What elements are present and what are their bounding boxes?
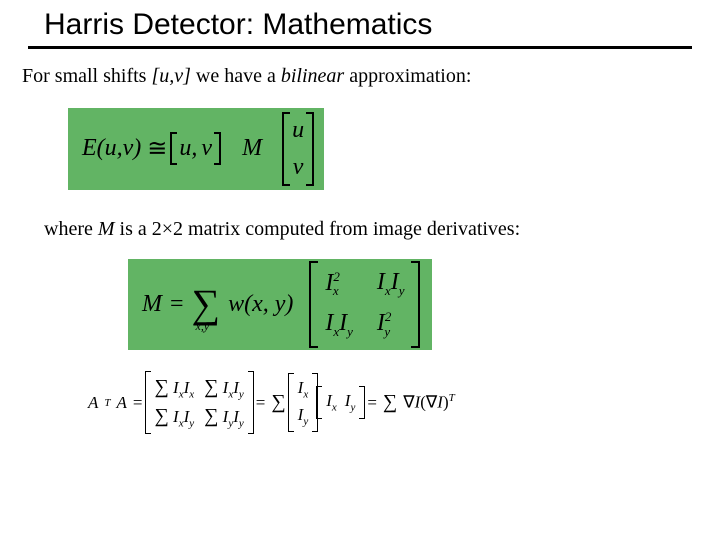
c2s: y (303, 415, 308, 427)
eq2-sigma: ∑ x,y (192, 292, 221, 316)
eq2-eq: = (170, 291, 184, 318)
m22sub: y (384, 324, 390, 339)
l2-pre: where (44, 218, 98, 240)
eq1-cv: v (293, 153, 304, 182)
l1-uv: [u,v] (151, 65, 190, 87)
l1-pre: For small shifts (22, 65, 151, 87)
m11: I2x (325, 269, 353, 300)
eq1-row-vector: u, v (173, 135, 218, 162)
l1-post: approximation: (344, 65, 471, 87)
m22sup: 2 (385, 309, 392, 324)
s21cs: y (189, 417, 194, 429)
nab2: ∇ (426, 393, 437, 412)
eq3-grad: ∇I(∇I)T (403, 392, 455, 413)
eq1-approx: ≅ (147, 134, 167, 163)
intro-line-1: For small shifts [u,v] we have a bilinea… (22, 65, 692, 88)
eq2-M: M (142, 291, 162, 318)
eq3-eq2: = (256, 393, 266, 413)
m21b: I (339, 310, 347, 336)
equation-2: M = ∑ x,y w(x, y) I2x IxIy IxIy I2y (142, 265, 414, 345)
eq3-A2: A (117, 393, 127, 413)
r2: Iy (345, 391, 356, 413)
r2s: y (350, 402, 355, 414)
eq1-M: M (242, 135, 262, 162)
m12a: I (377, 269, 385, 295)
eq2-w: w(x, y) (228, 291, 293, 318)
l1-mid: we have a (191, 65, 281, 87)
eq1-cu: u (292, 116, 304, 145)
s11cs: x (189, 389, 194, 401)
m21: IxIy (325, 310, 353, 340)
s22a: ∑ (204, 405, 218, 427)
gT: T (449, 392, 455, 404)
nab1: ∇ (403, 393, 414, 412)
r1s: x (332, 402, 337, 414)
equation-box-2: M = ∑ x,y w(x, y) I2x IxIy IxIy I2y (128, 259, 432, 351)
s11a: ∑ (155, 376, 169, 398)
equation-3: ATA = ∑ IxIx ∑ IxIy ∑ IxIy ∑ IyIy = ∑ Ix… (88, 374, 692, 431)
slide-title: Harris Detector: Mathematics (28, 8, 692, 49)
c1s: x (303, 389, 308, 401)
m11sub: x (333, 283, 339, 298)
l1-bilin: bilinear (281, 65, 344, 87)
eq3-sig3: ∑ (383, 391, 397, 414)
eq1-rv: v (201, 135, 212, 162)
equation-1: E(u,v) ≅ u, v M u v (82, 114, 310, 184)
s12cs: y (239, 389, 244, 401)
m11sup: 2 (333, 269, 340, 284)
eq3-sig2: ∑ (271, 391, 285, 414)
eq3-eq1: = (133, 393, 143, 413)
s21: ∑ IxIy (155, 405, 195, 429)
r1: Ix (326, 391, 337, 413)
s21a: ∑ (155, 405, 169, 427)
eq3-row: Ix Iy (320, 389, 361, 415)
s22cs: y (239, 417, 244, 429)
m12bs: y (399, 283, 405, 298)
s11: ∑ IxIx (155, 376, 195, 400)
s12: ∑ IxIy (204, 376, 244, 400)
eq3-eq3: = (367, 393, 377, 413)
eq1-ru: u, (179, 135, 197, 162)
l2-M: M (98, 218, 115, 240)
m12: IxIy (377, 269, 405, 299)
eq3-AT: T (104, 397, 110, 409)
eq3-A: A (88, 393, 98, 413)
s22: ∑ IyIy (204, 405, 244, 429)
s12a: ∑ (204, 376, 218, 398)
m12b: I (391, 269, 399, 295)
eq3-col: Ix Iy (292, 376, 315, 429)
intro-line-2: where M is a 2×2 matrix computed from im… (44, 218, 692, 241)
eq2-siglabel: x,y (196, 323, 210, 330)
c1: Ix (298, 378, 309, 400)
l2-post: is a 2×2 matrix computed from image deri… (115, 218, 521, 240)
m22: I2y (377, 309, 405, 340)
eq2-matrix: I2x IxIy IxIy I2y (315, 265, 414, 345)
eq3-mat1: ∑ IxIx ∑ IxIy ∑ IxIy ∑ IyIy (149, 374, 250, 431)
m21bs: y (347, 324, 353, 339)
eq1-col-vector: u v (286, 114, 310, 184)
c2: Iy (298, 405, 309, 427)
equation-box-1: E(u,v) ≅ u, v M u v (68, 108, 324, 190)
eq1-lhs: E(u,v) (82, 135, 141, 162)
